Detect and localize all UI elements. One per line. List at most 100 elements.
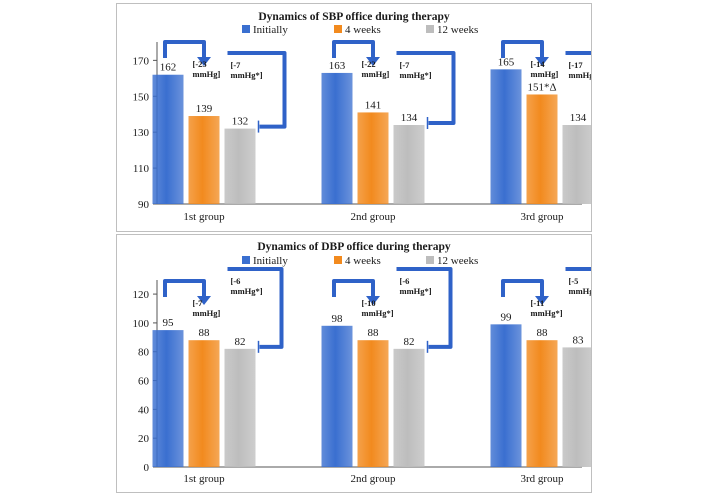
change-annotation: [-7 xyxy=(400,60,411,70)
legend-label: Initially xyxy=(253,255,288,267)
chart-title: Dynamics of SBP office during therapy xyxy=(258,11,450,23)
category-label: 3rd group xyxy=(520,211,564,223)
bracket-arrow xyxy=(332,279,375,297)
change-annotation: mmHg] xyxy=(362,69,390,79)
legend-item-1: Initially xyxy=(242,255,288,267)
change-annotation: mmHg] xyxy=(193,308,221,318)
legend-label: 12 weeks xyxy=(437,255,478,267)
legend-swatch xyxy=(426,25,434,33)
bar-initially xyxy=(490,324,522,467)
change-annotation: [-10 xyxy=(362,298,376,308)
change-annotation: [-7 xyxy=(193,298,204,308)
bar-initially xyxy=(321,72,353,204)
y-tick-label: 110 xyxy=(133,163,150,175)
change-annotation: [-5 xyxy=(569,276,579,286)
bar-4-weeks xyxy=(526,340,558,467)
chart-title: Dynamics of DBP office during therapy xyxy=(257,241,451,253)
arrow-head-icon xyxy=(535,57,549,66)
bar-initially xyxy=(152,330,184,467)
data-label: 134 xyxy=(570,112,587,124)
arrow-head-icon xyxy=(197,57,211,66)
data-label: 95 xyxy=(163,317,175,329)
arrow-head-icon xyxy=(197,296,211,305)
dbp-chart-panel: Dynamics of DBP office during therapy Ini… xyxy=(116,234,622,493)
legend-label: 12 weeks xyxy=(437,24,478,36)
change-annotation: mmHg] xyxy=(531,69,559,79)
change-annotation: mmHg*] xyxy=(569,70,592,80)
y-tick-label: 100 xyxy=(133,318,150,330)
bracket-arrow xyxy=(501,40,544,58)
data-label: 163 xyxy=(329,60,346,72)
data-label: 132 xyxy=(232,116,249,128)
change-annotation: mmHg*] xyxy=(231,286,263,296)
bar-12-weeks xyxy=(562,125,594,204)
bracket-arrow xyxy=(163,40,206,58)
arrow-head-icon xyxy=(366,57,380,66)
change-annotation: [-6 xyxy=(400,276,410,286)
sbp-chart-panel: Dynamics of SBP office during therapy Ini… xyxy=(116,3,625,232)
data-label: 151*Δ xyxy=(527,81,556,93)
bar-12-weeks xyxy=(224,348,256,467)
data-label: 165 xyxy=(498,56,515,68)
data-label: 88 xyxy=(199,327,211,339)
bar-12-weeks xyxy=(562,347,594,467)
data-label: 99 xyxy=(501,311,513,323)
bar-4-weeks xyxy=(188,340,220,467)
data-label: 134 xyxy=(401,112,418,124)
category-label: 2nd group xyxy=(351,211,396,223)
bar-12-weeks xyxy=(224,128,256,204)
bar-12-weeks xyxy=(393,348,425,467)
change-annotation: [-22 xyxy=(362,59,376,69)
change-annotation: mmHg*] xyxy=(400,70,432,80)
y-tick-label: 130 xyxy=(133,127,150,139)
bracket-arrow xyxy=(501,279,544,297)
legend-swatch xyxy=(242,256,250,264)
y-tick-label: 150 xyxy=(133,91,150,103)
category-label: 2nd group xyxy=(351,473,396,485)
data-label: 98 xyxy=(332,313,344,325)
bracket-arrow xyxy=(396,267,453,349)
bracket-arrow xyxy=(227,267,284,349)
data-label: 82 xyxy=(404,336,415,348)
change-annotation: mmHg*] xyxy=(400,286,432,296)
y-tick-label: 90 xyxy=(138,199,150,211)
legend-item-3: 12 weeks xyxy=(426,24,478,36)
bar-4-weeks xyxy=(357,112,389,204)
bracket-arrow xyxy=(163,279,206,297)
change-annotation: [-6 xyxy=(231,276,241,286)
change-annotation: mmHg*] xyxy=(569,286,592,296)
category-label: 1st group xyxy=(183,211,225,223)
bar-4-weeks xyxy=(188,116,220,204)
category-label: 3rd group xyxy=(520,473,564,485)
bracket-arrow xyxy=(332,40,375,58)
y-tick-label: 170 xyxy=(133,55,150,67)
sbp-chart: Dynamics of SBP office during therapyIni… xyxy=(133,11,625,223)
data-label: 83 xyxy=(573,334,585,346)
data-label: 141 xyxy=(365,99,382,111)
legend-swatch xyxy=(242,25,250,33)
data-label: 82 xyxy=(235,336,246,348)
data-label: 139 xyxy=(196,103,213,115)
data-label: 88 xyxy=(537,327,549,339)
change-annotation: mmHg] xyxy=(193,69,221,79)
bar-initially xyxy=(152,74,184,205)
change-annotation: mmHg*] xyxy=(531,308,563,318)
y-tick-label: 40 xyxy=(138,404,150,416)
change-annotation: [-7 xyxy=(231,60,242,70)
legend-item-2: 4 weeks xyxy=(334,24,381,36)
change-annotation: mmHg*] xyxy=(362,308,394,318)
legend-item-1: Initially xyxy=(242,24,288,36)
bracket-arrow xyxy=(396,51,456,125)
bar-4-weeks xyxy=(357,340,389,467)
y-tick-label: 80 xyxy=(138,347,150,359)
change-annotation: [-17 xyxy=(569,60,584,70)
category-label: 1st group xyxy=(183,473,225,485)
bar-initially xyxy=(321,325,353,467)
y-tick-label: 60 xyxy=(138,376,150,388)
legend-item-2: 4 weeks xyxy=(334,255,381,267)
